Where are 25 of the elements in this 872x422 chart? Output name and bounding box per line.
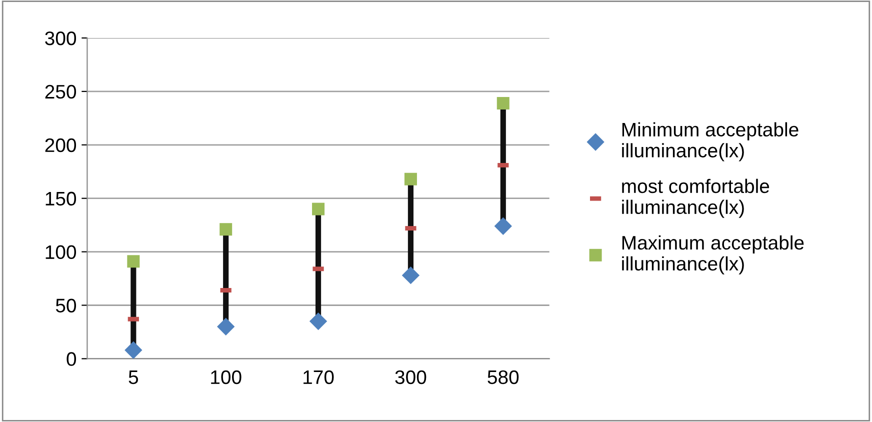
legend-label: Minimum acceptable illuminance(lx) [622, 122, 798, 162]
x-tick-label: 5 [128, 370, 138, 384]
y-tick-label: 50 [56, 298, 76, 312]
y-tick-label: 300 [45, 31, 76, 46]
point [312, 202, 325, 216]
point [494, 217, 512, 235]
y-tick-label: 150 [46, 192, 76, 206]
point [309, 312, 328, 330]
x-tick-label: 170 [304, 370, 334, 384]
legend-label: most comfortable illuminance(lx) [622, 178, 770, 218]
y-tick-label: 0 [66, 352, 76, 366]
point [217, 318, 235, 336]
y-tick-label: 100 [46, 245, 76, 260]
x-tick-label: 580 [488, 370, 519, 384]
x-tick-label: 300 [395, 370, 426, 384]
point [402, 266, 420, 284]
x-tick-label: 100 [211, 370, 242, 384]
point [220, 223, 232, 236]
legend-label: Maximum acceptable illuminance(lx) [622, 235, 804, 274]
point [127, 255, 140, 268]
y-tick-label: 250 [45, 84, 76, 99]
point [404, 172, 417, 186]
point [496, 96, 510, 110]
y-tick-label: 200 [45, 138, 76, 152]
point [124, 341, 142, 359]
